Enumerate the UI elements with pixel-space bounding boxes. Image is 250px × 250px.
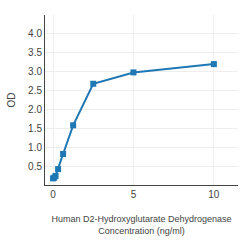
svg-text:1.0: 1.0 (28, 142, 42, 153)
svg-text:3.0: 3.0 (28, 66, 42, 77)
svg-text:4.0: 4.0 (28, 28, 42, 39)
svg-text:Human D2-Hydroxyglutarate Dehy: Human D2-Hydroxyglutarate DehydrogenaseC… (51, 214, 231, 236)
svg-text:3.5: 3.5 (28, 47, 42, 58)
svg-text:5: 5 (131, 189, 137, 200)
svg-text:2.5: 2.5 (28, 85, 42, 96)
svg-text:0.5: 0.5 (28, 161, 42, 172)
svg-text:2.0: 2.0 (28, 104, 42, 115)
svg-text:0: 0 (50, 189, 56, 200)
svg-text:1.5: 1.5 (28, 123, 42, 134)
svg-text:10: 10 (208, 189, 220, 200)
svg-text:OD: OD (6, 93, 17, 108)
